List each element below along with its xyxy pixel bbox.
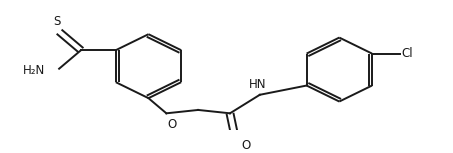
Text: S: S (53, 15, 61, 28)
Text: HN: HN (249, 78, 266, 91)
Text: O: O (167, 118, 177, 131)
Text: Cl: Cl (402, 47, 414, 60)
Text: O: O (241, 139, 250, 152)
Text: H₂N: H₂N (23, 64, 45, 77)
